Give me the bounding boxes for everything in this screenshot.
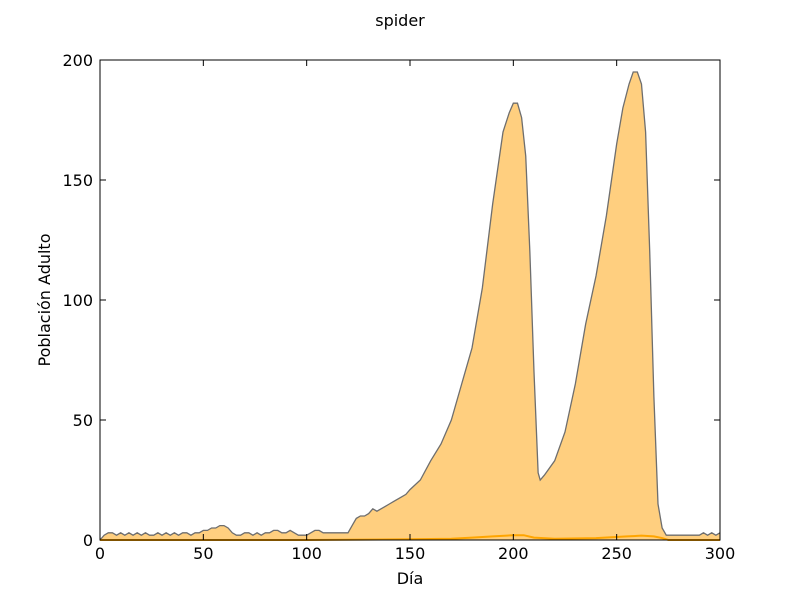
x-tick-label: 50 bbox=[193, 544, 213, 563]
y-tick-label: 100 bbox=[62, 291, 93, 310]
series-lower-line bbox=[100, 534, 720, 541]
y-tick-label: 150 bbox=[62, 171, 93, 190]
series-area-fill bbox=[100, 72, 720, 540]
x-tick-label: 200 bbox=[498, 544, 529, 563]
chart-title: spider bbox=[375, 11, 425, 30]
x-tick-label: 150 bbox=[395, 544, 426, 563]
x-tick-label: 0 bbox=[95, 544, 105, 563]
y-axis-label: Población Adulto bbox=[35, 234, 54, 367]
axis-ticks: 0 50 100 150 200 250 300 0 50 100 150 200 bbox=[62, 51, 735, 563]
y-tick-label: 50 bbox=[73, 411, 93, 430]
x-tick-label: 250 bbox=[601, 544, 632, 563]
y-tick-label: 0 bbox=[83, 531, 93, 550]
x-tick-label: 300 bbox=[705, 544, 736, 563]
x-tick-label: 100 bbox=[291, 544, 322, 563]
x-axis-label: Día bbox=[397, 569, 424, 588]
series-upper-line bbox=[99, 71, 721, 541]
plot-area bbox=[99, 71, 721, 541]
y-tick-label: 200 bbox=[62, 51, 93, 70]
